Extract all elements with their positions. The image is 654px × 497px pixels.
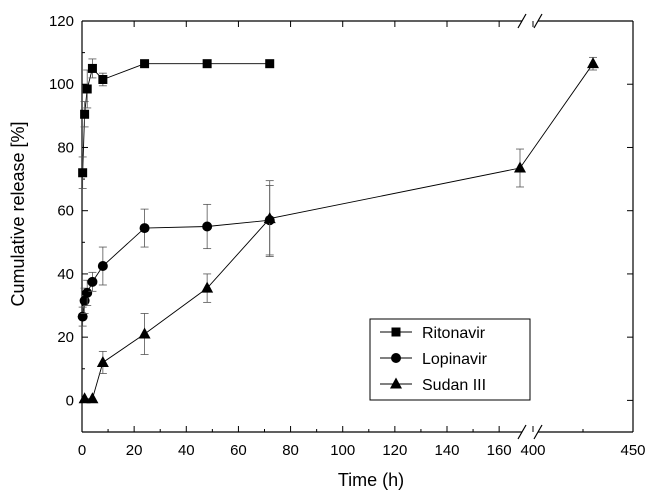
legend-marker-sudan-iii bbox=[390, 377, 402, 389]
legend-marker-ritonavir bbox=[391, 327, 401, 337]
data-point-ritonavir bbox=[87, 63, 97, 73]
series-sudan-iii bbox=[78, 56, 599, 404]
series-ritonavir bbox=[78, 58, 275, 189]
data-point-sudan-iii bbox=[86, 392, 99, 404]
x-tick-label: 60 bbox=[230, 442, 247, 459]
y-tick-label: 60 bbox=[57, 203, 74, 220]
data-point-sudan-iii bbox=[138, 327, 151, 339]
series-layer bbox=[77, 56, 599, 404]
legend-label-lopinavir: Lopinavir bbox=[422, 351, 488, 368]
series-lopinavir bbox=[77, 184, 275, 327]
legend-label-sudan-iii: Sudan III bbox=[422, 377, 486, 394]
data-point-lopinavir bbox=[87, 276, 98, 287]
legend-label-ritonavir: Ritonavir bbox=[422, 325, 486, 342]
data-point-ritonavir bbox=[82, 84, 92, 94]
data-point-ritonavir bbox=[140, 59, 150, 69]
data-point-ritonavir bbox=[98, 74, 108, 84]
data-point-ritonavir bbox=[80, 109, 90, 119]
data-point-lopinavir bbox=[139, 223, 150, 234]
series-line-lopinavir bbox=[82, 219, 270, 317]
x-tick-label: 140 bbox=[434, 442, 459, 459]
y-tick-label: 40 bbox=[57, 266, 74, 283]
legend-marker-lopinavir bbox=[391, 353, 401, 363]
legend-items: Ritonavir Lopinavir Sudan III bbox=[380, 325, 488, 394]
data-point-lopinavir bbox=[77, 311, 88, 322]
data-point-sudan-iii bbox=[201, 281, 214, 293]
x-tick-label: 120 bbox=[382, 442, 407, 459]
axis-break-mark-top bbox=[517, 13, 527, 29]
x-tick-label: 160 bbox=[487, 442, 512, 459]
x-axis-label: Time (h) bbox=[338, 470, 404, 490]
axis-break-mark-top bbox=[533, 13, 543, 29]
series-line-ritonavir bbox=[82, 63, 270, 173]
data-point-sudan-iii bbox=[514, 161, 526, 173]
data-point-sudan-iii bbox=[587, 57, 599, 69]
y-tick-label: 20 bbox=[57, 329, 74, 346]
data-point-ritonavir bbox=[202, 59, 212, 69]
y-tick-label: 100 bbox=[49, 76, 74, 93]
data-point-ritonavir bbox=[78, 168, 88, 178]
axis-break-mark-bottom bbox=[533, 424, 543, 440]
legend: Ritonavir Lopinavir Sudan III bbox=[369, 318, 531, 401]
x-tick-label: 80 bbox=[282, 442, 299, 459]
y-tick-label: 0 bbox=[66, 392, 74, 409]
data-point-sudan-iii bbox=[96, 355, 109, 367]
y-axis-label: Cumulative release [%] bbox=[8, 121, 28, 306]
series-line-sudan-iii bbox=[84, 63, 594, 400]
data-point-sudan-iii bbox=[263, 212, 276, 224]
x-tick-label: 100 bbox=[330, 442, 355, 459]
axis-break-mark-bottom bbox=[517, 424, 527, 440]
x-tick-label: 40 bbox=[178, 442, 195, 459]
x-tick-label: 450 bbox=[620, 442, 645, 459]
data-point-sudan-iii bbox=[78, 392, 91, 404]
data-point-lopinavir bbox=[97, 261, 108, 272]
y-tick-label: 120 bbox=[49, 13, 74, 30]
data-point-ritonavir bbox=[265, 59, 275, 69]
x-tick-label: 0 bbox=[78, 442, 86, 459]
x-tick-label: 400 bbox=[520, 442, 545, 459]
axes-layer: 0 20 40 60 80 100 120 0 20 40 60 80 100 120 140 160 400 4… bbox=[49, 13, 646, 459]
y-tick-label: 80 bbox=[57, 139, 74, 156]
x-tick-label: 20 bbox=[126, 442, 143, 459]
data-point-lopinavir bbox=[202, 221, 213, 232]
data-point-lopinavir bbox=[82, 287, 93, 298]
